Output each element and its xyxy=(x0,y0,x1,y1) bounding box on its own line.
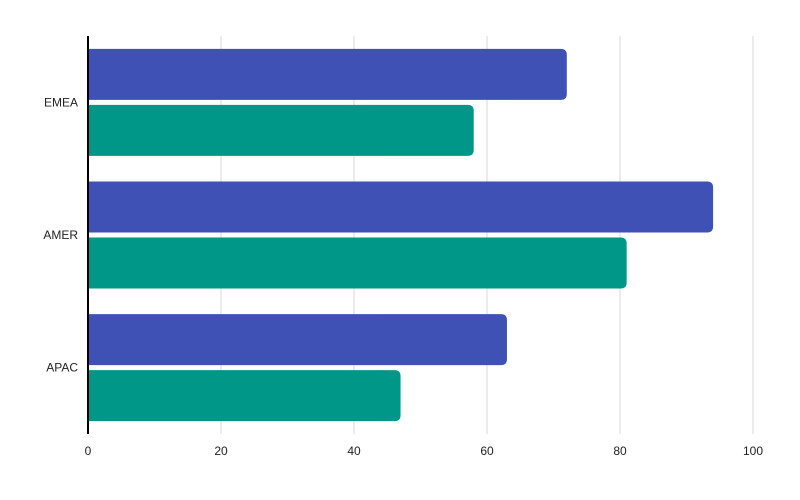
bar-amer-series-1 xyxy=(88,181,714,233)
grid-lines xyxy=(220,36,754,434)
bar-amer-series-2 xyxy=(88,237,627,289)
category-label-emea: EMEA xyxy=(44,95,78,109)
x-tick-labels: 0 20 40 60 80 100 xyxy=(85,444,764,458)
x-tick-label: 80 xyxy=(613,444,627,458)
x-tick-label: 0 xyxy=(85,444,92,458)
bar-emea-series-1 xyxy=(88,48,567,100)
bar-apac-series-1 xyxy=(88,314,507,366)
bars xyxy=(88,48,714,422)
x-tick-label: 100 xyxy=(743,444,763,458)
x-tick-label: 40 xyxy=(347,444,361,458)
bar-apac-series-2 xyxy=(88,370,401,422)
category-labels: EMEA AMER APAC xyxy=(43,95,78,374)
category-label-apac: APAC xyxy=(46,361,78,375)
category-label-amer: AMER xyxy=(43,228,78,242)
x-tick-label: 60 xyxy=(480,444,494,458)
bar-emea-series-2 xyxy=(88,104,474,156)
x-tick-label: 20 xyxy=(214,444,228,458)
